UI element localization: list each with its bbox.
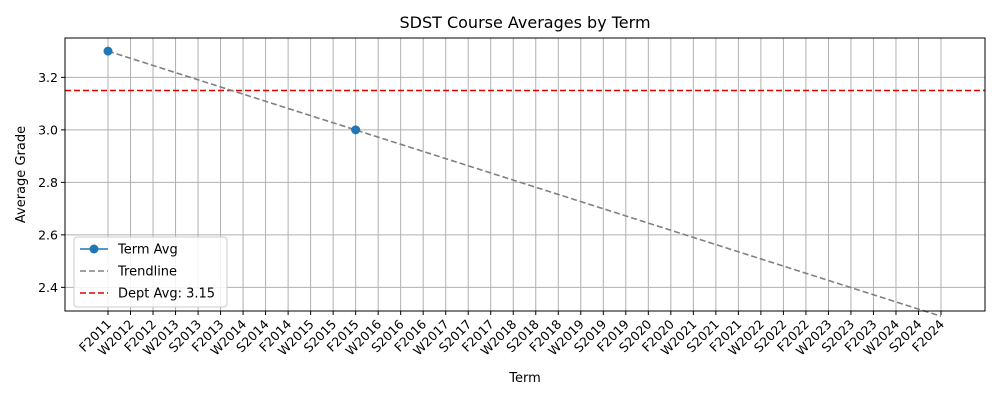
term-avg-point: [351, 125, 361, 135]
grid: [65, 38, 985, 311]
plot-area-frame: [64, 37, 986, 312]
y-axis-label: Average Grade: [14, 126, 29, 223]
legend-dept-avg-label: Dept Avg: 3.15: [118, 287, 215, 302]
x-axis-label: Term: [508, 371, 541, 386]
legend-term-avg-label: Term Avg: [117, 243, 178, 258]
legend-trendline-label: Trendline: [117, 265, 177, 280]
y-tick-label: 2.8: [38, 175, 58, 190]
trendline-series: [107, 50, 942, 318]
chart-title: SDST Course Averages by Term: [399, 13, 650, 32]
legend: Term Avg Trendline Dept Avg: 3.15: [73, 236, 228, 308]
y-tick-label: 2.4: [38, 280, 58, 295]
term-avg-point: [103, 46, 113, 56]
y-tick-label: 3.0: [38, 122, 58, 137]
y-tick-label: 2.6: [38, 227, 58, 242]
legend-term-avg-marker: [89, 244, 99, 254]
y-tick-label: 3.2: [38, 70, 58, 85]
series-layer: [103, 46, 942, 318]
legend-box: [73, 236, 228, 308]
